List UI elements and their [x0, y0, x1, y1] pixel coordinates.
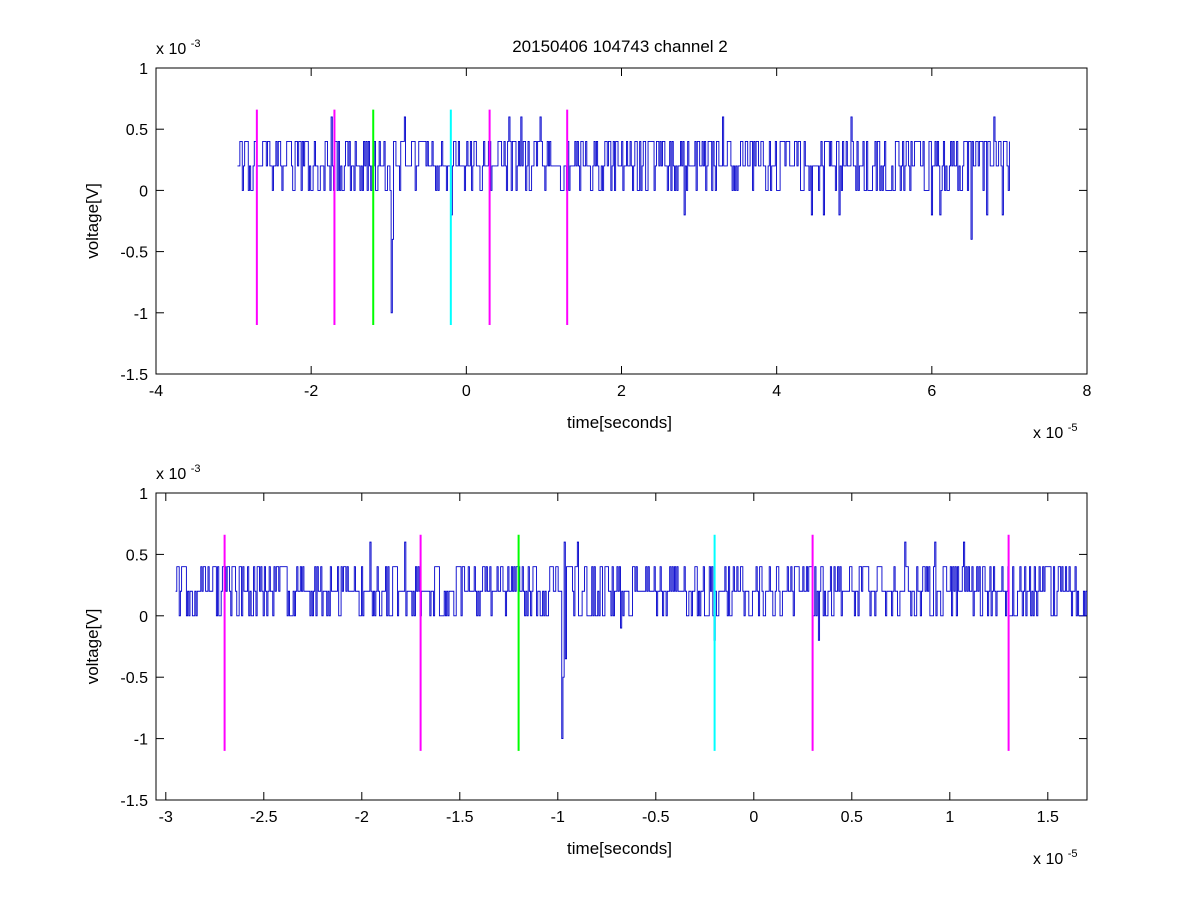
- x-tick-label: -3: [159, 809, 173, 826]
- x-tick-label: -0.5: [642, 809, 670, 826]
- y-tick-label: 0: [139, 183, 148, 200]
- y-tick-label: 1: [139, 61, 148, 78]
- plot-area: [175, 534, 1087, 751]
- axes-box: [155, 492, 1088, 801]
- y-tick-label: -0.5: [120, 245, 148, 262]
- x-tick-label: 0: [462, 383, 471, 400]
- x-tick-label: 0.5: [841, 809, 863, 826]
- x-tick-label: -1.5: [446, 809, 474, 826]
- x-tick-label: 4: [772, 383, 781, 400]
- x-tick-label: -4: [149, 383, 163, 400]
- y-tick-label: -0.5: [120, 670, 148, 687]
- x-exponent-label: x 10 -5: [1033, 422, 1077, 442]
- x-axis-label: time[seconds]: [567, 413, 672, 432]
- axes-box: [155, 67, 1088, 375]
- y-tick-label: 1: [139, 486, 148, 503]
- signal-trace: [237, 116, 1010, 314]
- x-tick-label: 1: [945, 809, 954, 826]
- x-tick-label: -1: [551, 809, 565, 826]
- x-exponent-power: -5: [1068, 848, 1078, 860]
- x-exponent-label: x 10 -5: [1033, 848, 1077, 868]
- x-tick-label: 6: [927, 383, 936, 400]
- y-tick-label: -1: [134, 732, 148, 749]
- plot-area: [237, 109, 1010, 326]
- x-tick-label: 1.5: [1037, 809, 1059, 826]
- y-exponent-power: -3: [191, 463, 201, 475]
- signal-trace: [175, 541, 1087, 740]
- x-tick-label: 2: [617, 383, 626, 400]
- x-tick-label: 8: [1083, 383, 1092, 400]
- y-tick-label: 0.5: [126, 547, 148, 564]
- top-plot: -4 -2 0 2 4 6 8 -1.5 -1 -0.5 0 0.5 1 time[seconds] vol…: [83, 38, 1092, 442]
- y-tick-label: -1: [134, 306, 148, 323]
- y-tick-label: 0.5: [126, 122, 148, 139]
- y-tick-label: -1.5: [120, 793, 148, 810]
- x-exponent-power: -5: [1068, 422, 1078, 434]
- y-axis-label: voltage[V]: [83, 183, 102, 259]
- figure-title: 20150406 104743 channel 2: [512, 37, 728, 56]
- y-exponent-label: x 10 -3: [156, 463, 200, 483]
- y-tick-label: 0: [139, 609, 148, 626]
- x-tick-label: -2: [355, 809, 369, 826]
- x-axis-label: time[seconds]: [567, 839, 672, 858]
- x-tick-label: -2: [304, 383, 318, 400]
- y-tick-label: -1.5: [120, 367, 148, 384]
- bottom-plot: -3 -2.5 -2 -1.5 -1 -0.5 0 0.5 1 1.5 -1.5 -1 -0.5 0 0.5…: [83, 463, 1088, 868]
- x-tick-label: 0: [749, 809, 758, 826]
- y-axis-label: voltage[V]: [83, 609, 102, 685]
- y-exponent-label: x 10 -3: [156, 38, 200, 58]
- y-exponent-power: -3: [191, 38, 201, 50]
- x-tick-label: -2.5: [250, 809, 278, 826]
